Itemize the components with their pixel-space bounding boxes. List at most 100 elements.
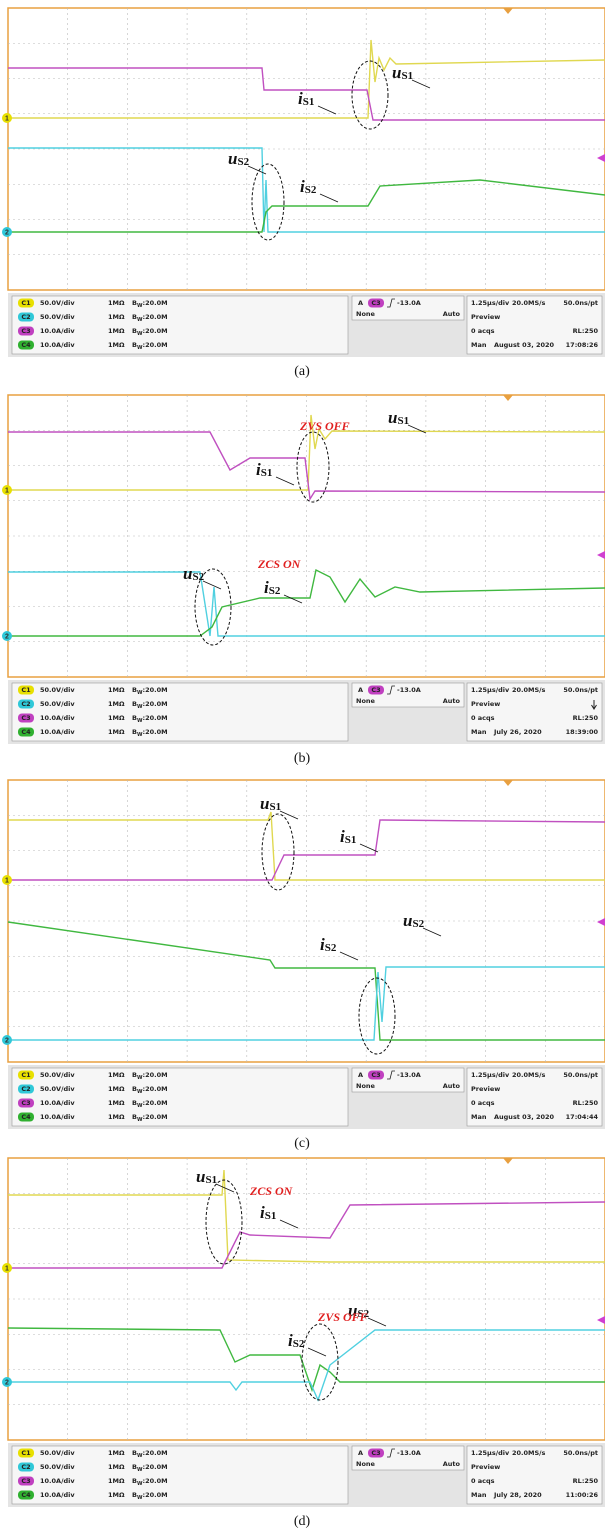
signal-label-sub: S1	[205, 1174, 217, 1186]
channel-scale: 50.0V/div	[40, 700, 75, 708]
channel-marker-label: 1	[5, 1265, 9, 1272]
channel-marker-label: 2	[5, 1037, 9, 1044]
record-length: RL:250	[573, 1477, 599, 1485]
status: Preview	[471, 1085, 500, 1093]
channel-scale: 10.0A/div	[40, 341, 75, 349]
timebase: 1.25µs/div	[471, 686, 510, 694]
signal-label-main: u	[392, 63, 401, 82]
channel-scale: 50.0V/div	[40, 1463, 75, 1471]
channel-badge-label: C4	[21, 1491, 31, 1499]
channel-impedance: 1MΩ	[108, 341, 125, 349]
channel-scale: 10.0A/div	[40, 1099, 75, 1107]
channel-badge-label: C2	[21, 313, 30, 321]
scope-panel: 12uS1iS1uS2iS2ZVS OFFZCS ONC150.0V/div1M…	[2, 395, 605, 766]
signal-label-main: u	[260, 794, 269, 813]
channel-scale: 10.0A/div	[40, 714, 75, 722]
channel-scale: 50.0V/div	[40, 1085, 75, 1093]
bandwidth-value: :20.0M	[142, 1463, 167, 1471]
acquisitions: 0 acqs	[471, 327, 495, 335]
signal-label-main: u	[403, 911, 412, 930]
channel-impedance: 1MΩ	[108, 1491, 125, 1499]
channel-scale: 10.0A/div	[40, 1477, 75, 1485]
trigger-source: A	[358, 1071, 363, 1079]
bandwidth-value: :20.0M	[142, 1071, 167, 1079]
channel-badge-label: C1	[21, 1449, 31, 1457]
bandwidth-value: :20.0M	[142, 1099, 167, 1107]
trigger-source: A	[358, 299, 363, 307]
channel-scale: 10.0A/div	[40, 327, 75, 335]
signal-label-sub: S2	[237, 156, 249, 168]
bandwidth-value: :20.0M	[142, 1113, 167, 1121]
channel-scale: 50.0V/div	[40, 1449, 75, 1457]
trigger-badge-label: C3	[371, 686, 380, 694]
bandwidth-value: :20.0M	[142, 327, 167, 335]
caption: (d)	[294, 1514, 311, 1529]
scope-panel: 12uS1iS1uS2iS2C150.0V/div1MΩBW:20.0MC250…	[2, 8, 605, 379]
acquisitions: 0 acqs	[471, 1099, 495, 1107]
sample-rate: 20.0MS/s	[512, 1449, 546, 1457]
channel-marker-label: 2	[5, 1379, 9, 1386]
channel-badge-label: C2	[21, 1085, 30, 1093]
channel-badge-label: C2	[21, 1463, 30, 1471]
sample-rate: 20.0MS/s	[512, 686, 546, 694]
date: August 03, 2020	[494, 1113, 555, 1121]
channel-impedance: 1MΩ	[108, 1463, 125, 1471]
record-length: RL:250	[573, 714, 599, 722]
trigger-mode: Auto	[443, 310, 461, 318]
trigger-level: -13.0A	[397, 686, 421, 694]
trigger-source: A	[358, 686, 363, 694]
trigger-level: -13.0A	[397, 1449, 421, 1457]
signal-label-sub: S1	[303, 96, 315, 108]
channel-badge-label: C3	[21, 1099, 30, 1107]
trigger-mode: Auto	[443, 1082, 461, 1090]
time: 11:00:26	[566, 1491, 599, 1499]
channel-impedance: 1MΩ	[108, 714, 125, 722]
channel-impedance: 1MΩ	[108, 1085, 125, 1093]
bandwidth-value: :20.0M	[142, 700, 167, 708]
status: Preview	[471, 1463, 500, 1471]
trigger-source: A	[358, 1449, 363, 1457]
bandwidth-value: :20.0M	[142, 728, 167, 736]
signal-label-main: u	[196, 1167, 205, 1186]
channel-badge-label: C3	[21, 327, 30, 335]
date: August 03, 2020	[494, 341, 555, 349]
time: 17:04:44	[566, 1113, 599, 1121]
signal-label-main: u	[388, 408, 397, 427]
channel-badge-label: C1	[21, 299, 31, 307]
channel-scale: 50.0V/div	[40, 299, 75, 307]
acquisitions: 0 acqs	[471, 714, 495, 722]
timebase: 1.25µs/div	[471, 299, 510, 307]
sample-rate: 20.0MS/s	[512, 1071, 546, 1079]
trigger-type: None	[356, 1460, 376, 1468]
trigger-type: None	[356, 1082, 376, 1090]
resolution: 50.0ns/pt	[563, 1071, 598, 1079]
channel-marker-label: 1	[5, 115, 9, 122]
mode: Man	[471, 1113, 487, 1121]
channel-badge-label: C4	[21, 341, 31, 349]
channel-impedance: 1MΩ	[108, 686, 125, 694]
signal-label-sub: S2	[325, 942, 337, 954]
channel-scale: 50.0V/div	[40, 313, 75, 321]
bandwidth-value: :20.0M	[142, 313, 167, 321]
channel-badge-label: C4	[21, 728, 31, 736]
mode: Man	[471, 1491, 487, 1499]
trigger-mode: Auto	[443, 697, 461, 705]
trigger-level: -13.0A	[397, 1071, 421, 1079]
channel-impedance: 1MΩ	[108, 327, 125, 335]
date: July 28, 2020	[493, 1491, 542, 1499]
channel-impedance: 1MΩ	[108, 1071, 125, 1079]
channel-scale: 50.0V/div	[40, 1071, 75, 1079]
resolution: 50.0ns/pt	[563, 686, 598, 694]
bandwidth-value: :20.0M	[142, 1477, 167, 1485]
channel-scale: 10.0A/div	[40, 1113, 75, 1121]
trigger-badge-label: C3	[371, 299, 380, 307]
signal-label-sub: S2	[305, 184, 317, 196]
trigger-type: None	[356, 310, 376, 318]
timebase: 1.25µs/div	[471, 1071, 510, 1079]
channel-impedance: 1MΩ	[108, 1113, 125, 1121]
channel-badge-label: C1	[21, 686, 31, 694]
channel-impedance: 1MΩ	[108, 313, 125, 321]
status: Preview	[471, 700, 500, 708]
channel-badge-label: C4	[21, 1113, 31, 1121]
